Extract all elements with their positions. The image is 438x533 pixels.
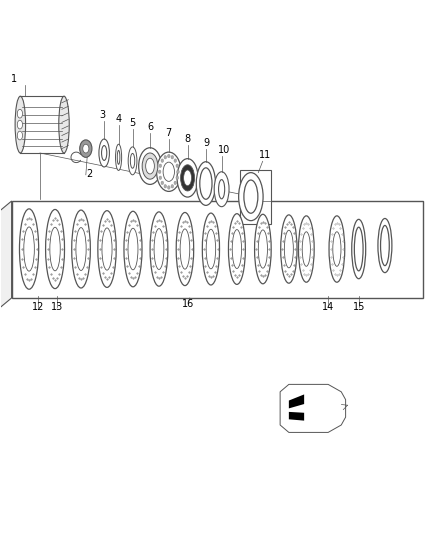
Ellipse shape <box>98 211 116 287</box>
Ellipse shape <box>80 140 92 157</box>
Ellipse shape <box>128 147 137 175</box>
Ellipse shape <box>131 154 135 168</box>
Ellipse shape <box>281 215 297 283</box>
Text: 3: 3 <box>99 110 105 120</box>
Ellipse shape <box>176 213 194 286</box>
Ellipse shape <box>206 229 215 269</box>
Ellipse shape <box>381 225 389 265</box>
Ellipse shape <box>244 180 258 213</box>
Polygon shape <box>0 201 12 309</box>
Polygon shape <box>289 412 304 421</box>
Ellipse shape <box>196 161 215 205</box>
Ellipse shape <box>163 162 174 181</box>
Ellipse shape <box>378 219 392 272</box>
Ellipse shape <box>99 139 110 167</box>
Ellipse shape <box>83 144 89 153</box>
Ellipse shape <box>17 131 22 140</box>
Ellipse shape <box>128 228 138 270</box>
Text: 15: 15 <box>353 302 365 312</box>
Text: 16: 16 <box>182 298 194 309</box>
Ellipse shape <box>46 209 64 288</box>
Ellipse shape <box>142 153 158 179</box>
Ellipse shape <box>219 180 225 199</box>
Ellipse shape <box>329 216 345 282</box>
Ellipse shape <box>159 164 162 167</box>
Ellipse shape <box>159 176 162 180</box>
Text: 14: 14 <box>322 302 334 312</box>
Text: 12: 12 <box>32 302 44 312</box>
Ellipse shape <box>177 170 179 174</box>
Ellipse shape <box>102 146 107 160</box>
Ellipse shape <box>333 232 341 266</box>
Ellipse shape <box>229 214 245 285</box>
Ellipse shape <box>232 230 241 269</box>
Ellipse shape <box>102 228 112 270</box>
Ellipse shape <box>200 168 212 199</box>
Text: 8: 8 <box>184 134 191 144</box>
Ellipse shape <box>146 158 154 174</box>
Ellipse shape <box>214 172 229 207</box>
Ellipse shape <box>177 159 198 197</box>
Polygon shape <box>289 394 304 408</box>
Ellipse shape <box>50 227 60 271</box>
Ellipse shape <box>174 159 177 163</box>
Ellipse shape <box>164 184 166 188</box>
Ellipse shape <box>24 227 34 271</box>
Ellipse shape <box>19 209 39 289</box>
Ellipse shape <box>150 212 168 286</box>
Ellipse shape <box>17 109 22 118</box>
Text: 10: 10 <box>218 145 230 155</box>
Ellipse shape <box>15 96 25 153</box>
Text: 1: 1 <box>11 74 17 84</box>
Ellipse shape <box>180 165 194 191</box>
Ellipse shape <box>139 148 161 184</box>
Ellipse shape <box>59 96 69 153</box>
Ellipse shape <box>124 211 142 287</box>
Ellipse shape <box>171 156 173 159</box>
Ellipse shape <box>156 152 181 191</box>
Ellipse shape <box>174 181 177 184</box>
Ellipse shape <box>352 220 366 279</box>
Ellipse shape <box>167 185 170 189</box>
Ellipse shape <box>354 227 363 271</box>
Text: 13: 13 <box>50 302 63 312</box>
Ellipse shape <box>117 150 120 164</box>
Ellipse shape <box>258 230 268 268</box>
Text: 7: 7 <box>166 128 172 138</box>
Ellipse shape <box>17 120 22 129</box>
Ellipse shape <box>167 154 170 158</box>
Text: 6: 6 <box>147 122 153 132</box>
Text: 11: 11 <box>259 150 271 160</box>
Ellipse shape <box>202 213 219 285</box>
Ellipse shape <box>239 173 263 221</box>
Ellipse shape <box>176 176 179 180</box>
Text: 5: 5 <box>129 118 136 128</box>
Ellipse shape <box>171 184 173 188</box>
Text: 9: 9 <box>204 139 210 148</box>
Polygon shape <box>12 201 424 298</box>
Ellipse shape <box>116 144 122 171</box>
Bar <box>240 169 271 224</box>
Ellipse shape <box>176 164 179 167</box>
Ellipse shape <box>154 229 164 270</box>
Ellipse shape <box>158 170 161 174</box>
Ellipse shape <box>161 159 164 163</box>
Ellipse shape <box>76 228 86 270</box>
Text: 2: 2 <box>86 169 92 179</box>
Ellipse shape <box>72 210 90 288</box>
Ellipse shape <box>164 156 166 159</box>
Ellipse shape <box>254 214 271 284</box>
Polygon shape <box>280 384 346 432</box>
Ellipse shape <box>298 216 314 282</box>
Ellipse shape <box>180 229 190 269</box>
Ellipse shape <box>161 181 164 184</box>
Text: 4: 4 <box>116 115 122 124</box>
Ellipse shape <box>184 170 191 185</box>
Ellipse shape <box>284 230 293 268</box>
Ellipse shape <box>302 232 311 266</box>
